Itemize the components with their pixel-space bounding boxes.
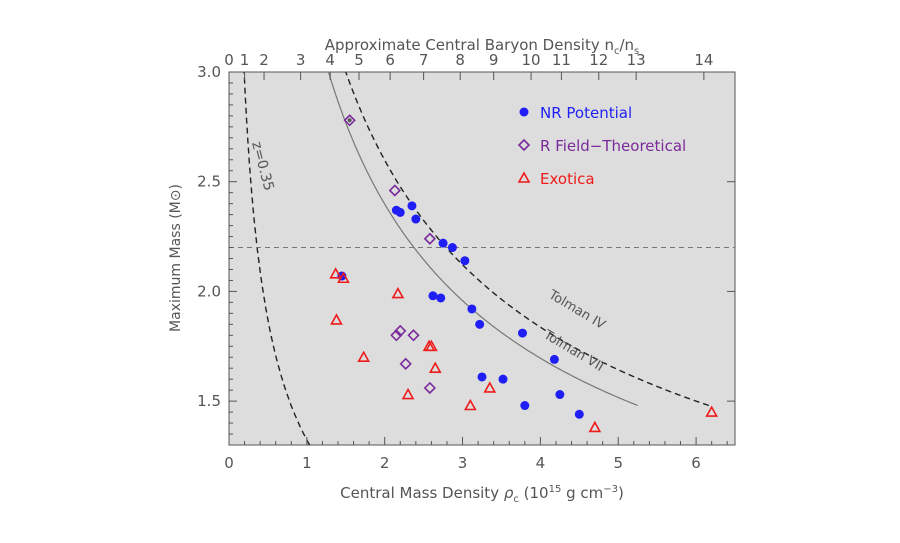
diamond-point [399,357,412,370]
triangle-point [588,420,602,433]
circle-point [520,401,530,411]
circle-point [467,304,477,314]
diamond-center-dot [347,118,352,123]
circle-point [428,291,438,301]
top-tick-label: 11 [552,51,571,69]
diamond-point [407,329,420,342]
diamond-point [423,381,436,395]
y-tick-label: 2.5 [197,173,221,191]
top-tick-label: 4 [325,51,335,69]
top-tick-label: 0 [224,51,234,69]
triangle-legend-marker [517,171,531,183]
top-tick-label: 2 [259,51,269,69]
triangle-point [428,361,442,374]
x-tick-label: 0 [224,454,234,472]
circle-point [407,201,417,211]
circle-point [436,293,446,303]
top-tick-label: 6 [385,51,395,69]
circle-point [555,390,565,400]
circle-point [498,374,508,384]
top-tick-label: 9 [489,51,499,69]
top-tick-label: 12 [589,51,608,69]
triangle-point [483,381,497,393]
x-tick-label: 4 [536,454,546,472]
legend-label: R Field−Theoretical [540,137,686,155]
triangle-point [337,271,350,284]
triangle-point [330,313,343,325]
triangle-point [401,387,415,400]
x-tick-label: 1 [302,454,312,472]
triangle-point [463,398,477,411]
diamond-legend-marker [517,138,531,152]
y-tick-label: 3.0 [197,63,221,81]
data-points [329,114,719,433]
circle-point [438,238,448,248]
axis-ticks: 0 1 2 3 4 5 61.52.02.53.00 1 2 3 4 5 6 7 8 9 10 11 12 13 14 [197,51,735,472]
circle-point [477,372,487,382]
y-tick-label: 1.5 [197,392,221,410]
top-tick-label: 14 [694,51,713,69]
triangle-point [425,339,438,352]
plot-area [228,71,736,446]
x-axis-title: Central Mass Density ρc (1015 g cm−3) [340,484,624,505]
legend-label: NR Potential [540,104,632,122]
triangle-point [705,405,719,417]
triangle-point [329,267,343,279]
circle-point [475,319,485,329]
top-tick-label: 8 [455,51,465,69]
circle-point [460,256,470,266]
circle-point [574,409,584,419]
circle-point [395,207,405,217]
x-tick-label: 6 [691,454,701,472]
x-tick-label: 3 [458,454,468,472]
circle-point [411,214,421,224]
y-tick-label: 2.0 [197,282,221,300]
top-tick-label: 5 [354,51,364,69]
top-axis-title: Approximate Central Baryon Density nc/ns [325,36,640,57]
x-tick-label: 5 [613,454,623,472]
circle-point [517,328,527,338]
top-tick-label: 10 [521,51,540,69]
tolman-vii-curve [327,71,638,407]
diamond-point [388,184,401,197]
top-tick-label: 13 [627,51,646,69]
circle-legend-marker [519,107,529,117]
legend: NR Potential R Field−Theoretical Exotica [517,104,686,188]
y-axis-title: Maximum Mass (M⊙) [168,184,184,332]
circle-point [447,243,457,253]
triangle-point [357,350,371,363]
legend-label: Exotica [540,170,595,188]
diamond-point [390,329,403,342]
curves-layer [229,71,735,446]
top-tick-label: 3 [296,51,306,69]
top-tick-label: 1 [240,51,250,69]
triangle-point [391,286,405,299]
circle-point [549,354,559,364]
diamond-point [423,232,436,245]
x-tick-label: 2 [380,454,390,472]
top-tick-label: 7 [419,51,429,69]
diamond-point [343,114,356,127]
tolman-iv-curve [345,71,710,407]
z-curve [243,71,311,446]
